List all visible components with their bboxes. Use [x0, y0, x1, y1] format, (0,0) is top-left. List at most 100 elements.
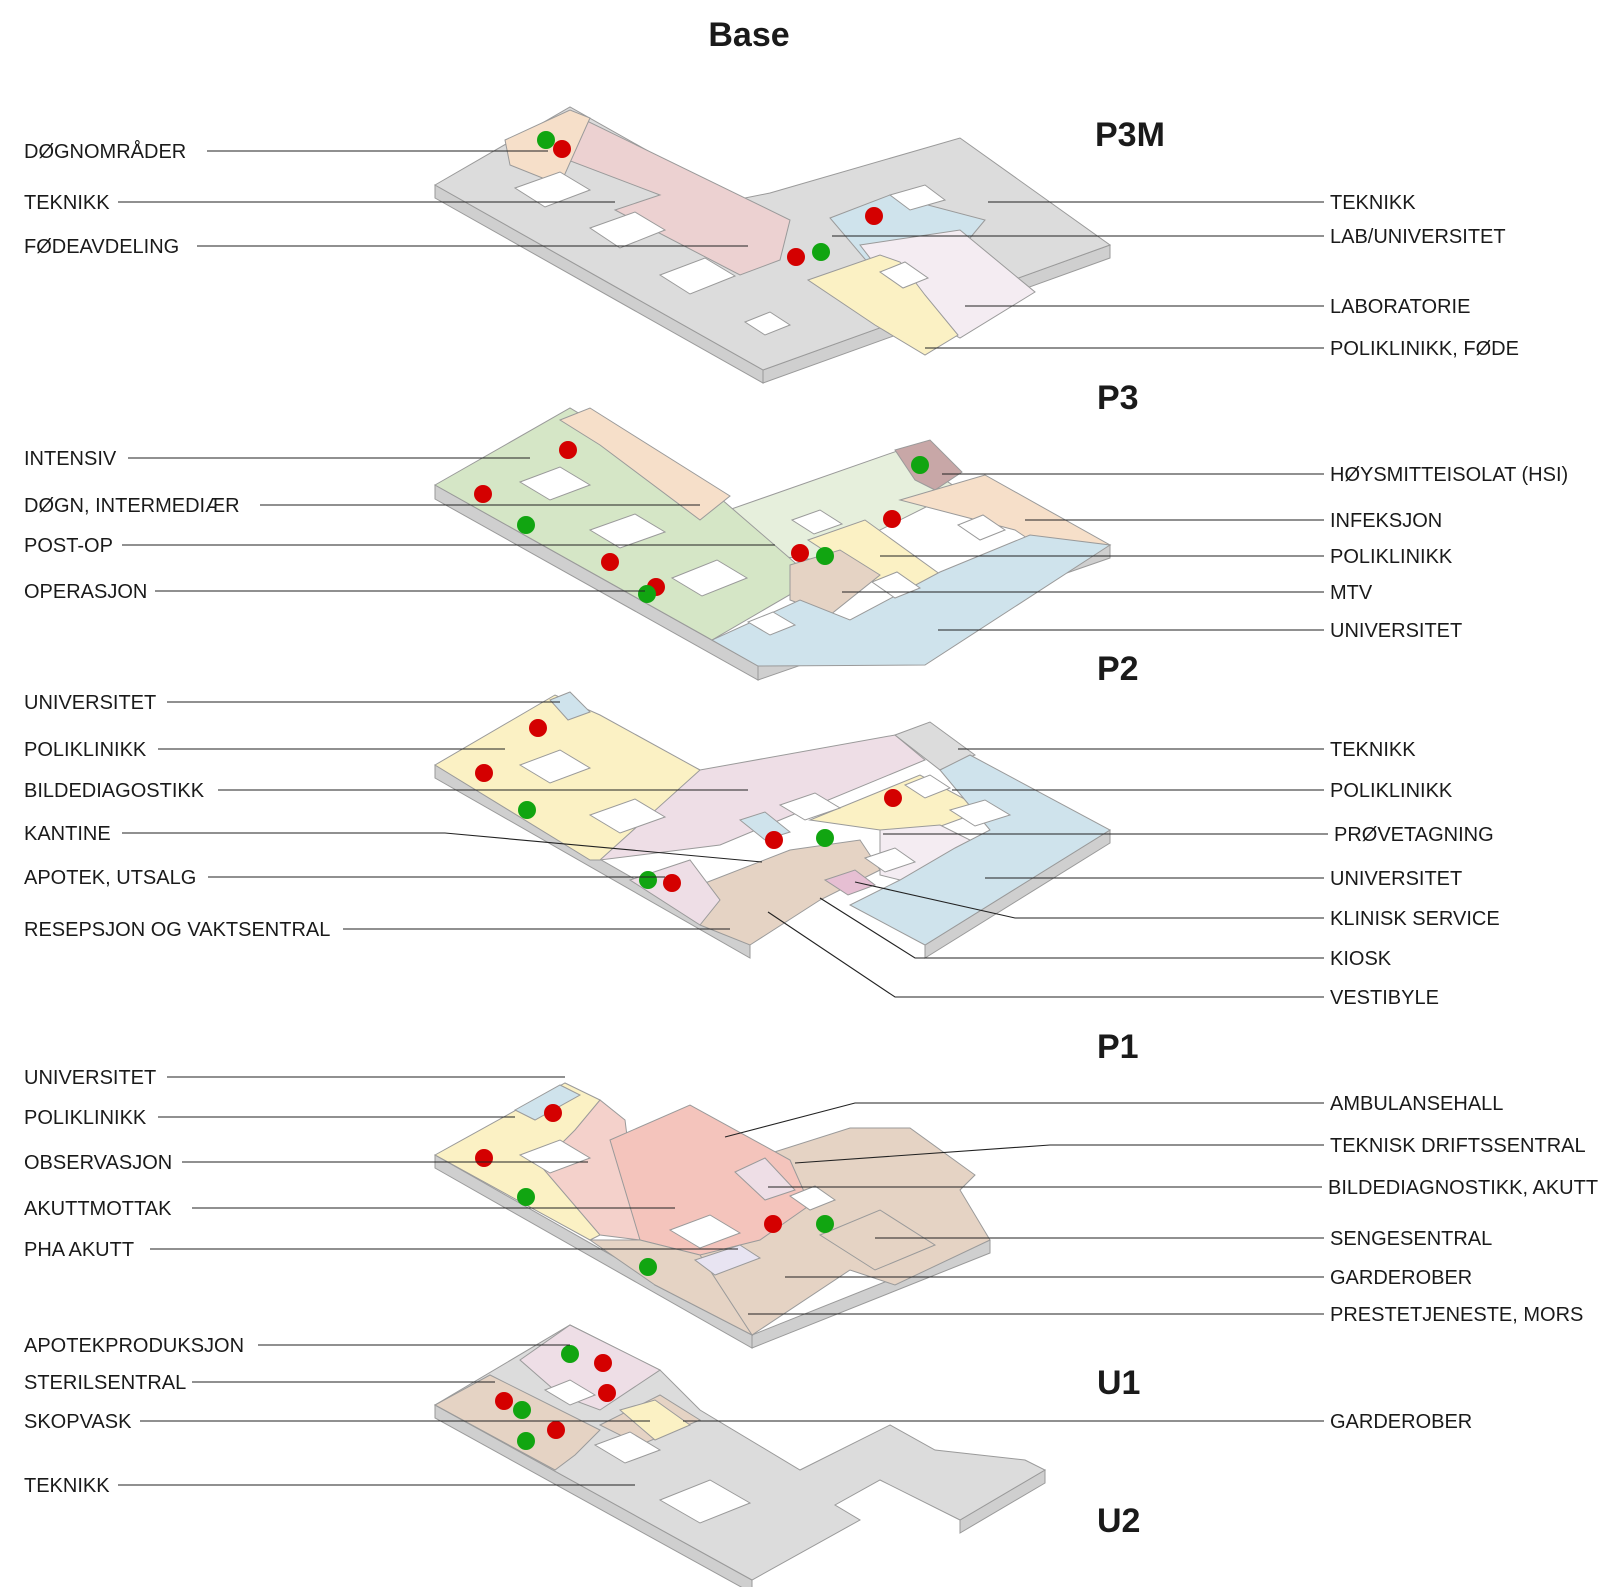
label-p2-kiosk: KIOSK [1330, 948, 1392, 970]
marker-green-dot [816, 1215, 834, 1233]
label-p3-dogn-intermediaer: DØGN, INTERMEDIÆR [24, 495, 240, 517]
label-p1-akuttmottak: AKUTTMOTTAK [24, 1198, 172, 1220]
label-p2-bildediagostikk: BILDEDIAGOSTIKK [24, 780, 205, 802]
label-p2-kantine: KANTINE [24, 823, 111, 845]
label-p2-apotek-utsalg: APOTEK, UTSALG [24, 867, 196, 889]
marker-green-dot [561, 1345, 579, 1363]
marker-red-dot [791, 544, 809, 562]
label-p3-mtv: MTV [1330, 582, 1373, 604]
label-p3-post-op: POST-OP [24, 535, 113, 557]
marker-red-dot [474, 485, 492, 503]
marker-red-dot [884, 789, 902, 807]
label-p1-pha-akutt: PHA AKUTT [24, 1239, 134, 1261]
label-p1-sengesentral: SENGESENTRAL [1330, 1228, 1492, 1250]
label-p2-provetagning: PRØVETAGNING [1334, 824, 1494, 846]
marker-red-dot [475, 764, 493, 782]
label-u1-skopvask: SKOPVASK [24, 1411, 132, 1433]
floor-p2-markers [475, 719, 902, 892]
marker-green-dot [812, 243, 830, 261]
marker-red-dot [883, 510, 901, 528]
label-p3m-fodeavdeling: FØDEAVDELING [24, 236, 179, 258]
label-p1-observasjon: OBSERVASJON [24, 1152, 172, 1174]
label-p2-poliklinikk-right: POLIKLINIKK [1330, 780, 1453, 802]
label-p3-hoysmitteisolat: HØYSMITTEISOLAT (HSI) [1330, 464, 1568, 486]
label-p1-poliklinikk: POLIKLINIKK [24, 1107, 147, 1129]
floor-u1-u2: U1 U2 APOTEKPRODUKSJON STERILSENT [24, 1324, 1472, 1587]
label-p3-operasjon: OPERASJON [24, 581, 147, 603]
marker-red-dot [529, 719, 547, 737]
marker-red-dot [601, 553, 619, 571]
label-p3m-lab-universitet: LAB/UNIVERSITET [1330, 226, 1506, 248]
label-p1-ambulansehall: AMBULANSEHALL [1330, 1093, 1503, 1115]
floor-p3-slab [433, 407, 1112, 681]
marker-red-dot [598, 1384, 616, 1402]
floor-label-u1: U1 [1097, 1364, 1140, 1402]
label-p2-resepsjon: RESEPSJON OG VAKTSENTRAL [24, 919, 330, 941]
floor-p2: P2 [24, 650, 1500, 1009]
marker-red-dot [787, 248, 805, 266]
floor-p3m-markers [537, 131, 883, 266]
floor-p3: P3 [24, 379, 1568, 681]
marker-red-dot [765, 831, 783, 849]
floor-label-p2: P2 [1097, 650, 1139, 688]
marker-green-dot [517, 1188, 535, 1206]
label-u2-teknikk: TEKNIKK [24, 1475, 110, 1497]
marker-green-dot [518, 801, 536, 819]
floor-label-p1: P1 [1097, 1028, 1139, 1066]
marker-green-dot [638, 585, 656, 603]
label-p1-bildediagnostikk-akutt: BILDEDIAGNOSTIKK, AKUTT [1328, 1177, 1598, 1199]
floor-u-slab [433, 1324, 1047, 1587]
floor-label-p3m: P3M [1095, 116, 1165, 154]
marker-red-dot [594, 1354, 612, 1372]
label-p3-intensiv: INTENSIV [24, 448, 117, 470]
marker-red-dot [475, 1149, 493, 1167]
marker-green-dot [816, 547, 834, 565]
floor-p1-slab [433, 1082, 991, 1349]
marker-green-dot [513, 1401, 531, 1419]
marker-green-dot [517, 1432, 535, 1450]
label-p1-teknisk-driftssentral: TEKNISK DRIFTSSENTRAL [1330, 1135, 1586, 1157]
label-p2-teknikk-right: TEKNIKK [1330, 739, 1416, 761]
floor-p1-callouts: UNIVERSITET POLIKLINIKK OBSERVASJON AKUT… [24, 1067, 1598, 1326]
marker-green-dot [639, 1258, 657, 1276]
floor-u-callouts: APOTEKPRODUKSJON STERILSENTRAL SKOPVASK … [24, 1335, 1472, 1497]
label-p1-universitet: UNIVERSITET [24, 1067, 156, 1089]
marker-green-dot [537, 131, 555, 149]
floor-p3m-callouts: DØGNOMRÅDER TEKNIKK FØDEAVDELING TEKNIKK… [24, 140, 1519, 360]
marker-red-dot [553, 140, 571, 158]
label-u1-sterilsentral: STERILSENTRAL [24, 1372, 186, 1394]
marker-red-dot [495, 1392, 513, 1410]
marker-green-dot [911, 456, 929, 474]
marker-red-dot [764, 1215, 782, 1233]
label-p3-infeksjon: INFEKSJON [1330, 510, 1442, 532]
floor-p2-callouts: UNIVERSITET POLIKLINIKK BILDEDIAGOSTIKK … [24, 692, 1500, 1009]
marker-red-dot [865, 207, 883, 225]
label-p2-klinisk-service: KLINISK SERVICE [1330, 908, 1500, 930]
floor-p1-markers [475, 1104, 834, 1276]
floor-label-p3: P3 [1097, 379, 1139, 417]
marker-red-dot [547, 1421, 565, 1439]
label-p3-universitet: UNIVERSITET [1330, 620, 1462, 642]
floor-p1: P1 UNIVERSITET P [24, 1028, 1598, 1349]
marker-red-dot [663, 874, 681, 892]
floor-u-markers [495, 1345, 616, 1450]
marker-green-dot [517, 516, 535, 534]
label-p3m-teknikk-left: TEKNIKK [24, 192, 110, 214]
floor-p3m-slab [433, 106, 1112, 384]
label-p3m-teknikk-right: TEKNIKK [1330, 192, 1416, 214]
floor-p3-callouts: INTENSIV DØGN, INTERMEDIÆR POST-OP OPERA… [24, 448, 1568, 642]
label-p1-prestetjeneste-mors: PRESTETJENESTE, MORS [1330, 1304, 1583, 1326]
label-p2-poliklinikk-left: POLIKLINIKK [24, 739, 147, 761]
floor-p2-slab [434, 691, 1111, 959]
label-u1-apotekproduksjon: APOTEKPRODUKSJON [24, 1335, 244, 1357]
marker-green-dot [639, 871, 657, 889]
marker-red-dot [544, 1104, 562, 1122]
diagram-title: Base [708, 16, 789, 54]
marker-red-dot [559, 441, 577, 459]
label-p3m-poliklinikk-fode: POLIKLINIKK, FØDE [1330, 338, 1519, 360]
label-u1-garderober: GARDEROBER [1330, 1411, 1472, 1433]
label-p2-vestibyle: VESTIBYLE [1330, 987, 1439, 1009]
label-p2-universitet-left: UNIVERSITET [24, 692, 156, 714]
floor-p3-markers [474, 441, 929, 603]
